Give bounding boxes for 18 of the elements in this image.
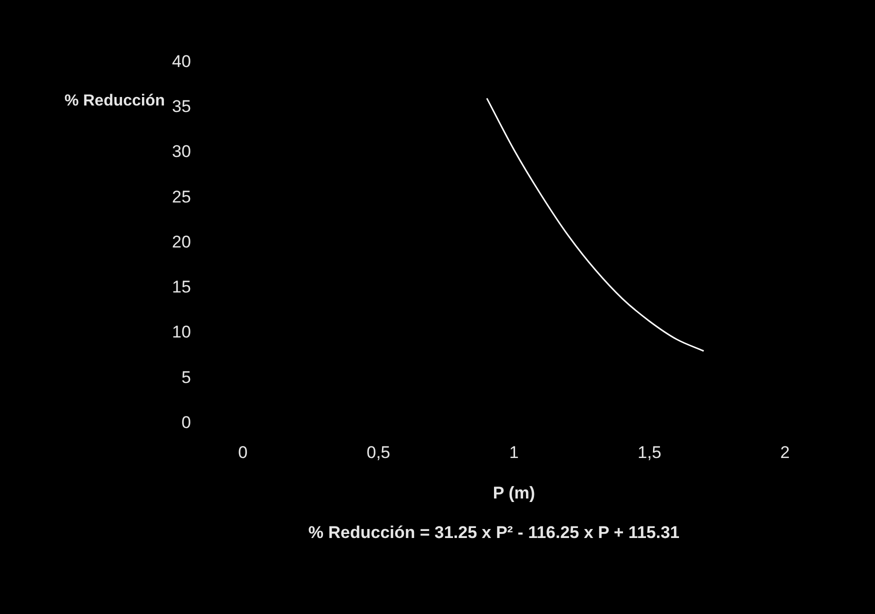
text: % Reducción = 31.25 x P² - 116.25 x P + 115.31 (308, 522, 680, 542)
y-tick-label: 30 (172, 142, 191, 162)
x-tick-label: 0,5 (366, 443, 390, 462)
x-tick-label: 2 (780, 443, 790, 462)
x-tick-label: 0 (238, 443, 248, 462)
y-tick-label: 5 (181, 368, 191, 387)
x-axis-title: P (m) (492, 483, 536, 502)
x-tick-label: 1,5 (638, 443, 662, 462)
x-tick-label: 1 (509, 443, 519, 462)
y-tick-label: 25 (172, 187, 191, 206)
y-tick-label: 20 (172, 232, 191, 252)
y-tick-label: 10 (172, 322, 191, 342)
line-series (486, 98, 704, 352)
y-axis-title: % Reducción (64, 92, 165, 110)
y-tick-label: 15 (172, 278, 191, 297)
y-tick-label: 35 (172, 97, 191, 116)
y-tick-label: 0 (181, 412, 191, 432)
y-tick-label: 40 (172, 52, 191, 71)
